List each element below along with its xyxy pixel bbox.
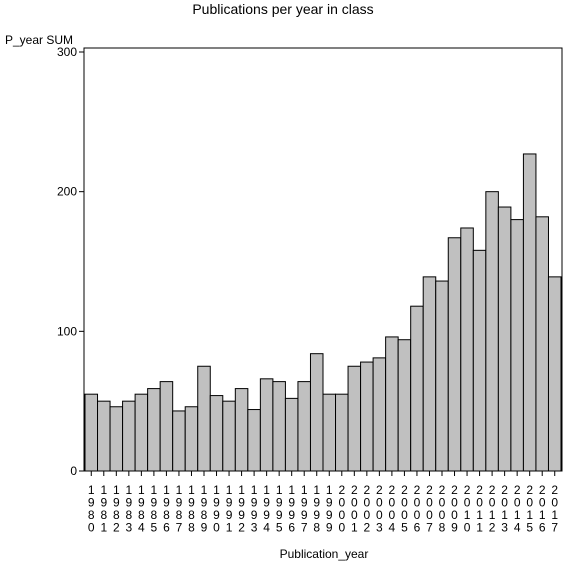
bar-2002 [360,361,374,472]
bar-2001 [347,365,362,472]
y-tick-label: 100 [57,324,77,338]
chart-title: Publications per year in class [192,1,373,17]
bar-1995 [272,381,286,472]
bar-1981 [97,400,111,472]
bar-2007 [422,276,437,472]
bar-1988 [184,406,199,472]
y-axis-label: P_year SUM [5,33,73,47]
bar-2006 [410,305,424,472]
y-tick-label: 200 [57,185,77,199]
bar-2004 [385,336,399,472]
bar-1984 [134,393,149,472]
bar-1994 [259,378,274,472]
x-axis: 1 9 8 0 1 9 8 1 1 9 8 2 1 9 8 3 1 9 8 4 1 9 8 5 1 9 8 6 1 9 8 7 1 9 8 8 1 9 8 9… [88,471,558,535]
bar-1987 [172,410,186,472]
bar-1983 [122,400,136,472]
bar-2016 [535,216,549,472]
bar-1989 [197,365,211,472]
bars-group [84,153,562,472]
bar-2000 [335,393,349,472]
bar-1991 [222,400,236,472]
x-axis-label: Publication_year [280,547,369,561]
bar-2003 [372,357,387,472]
bar-1999 [322,393,337,472]
bar-1992 [234,388,249,472]
bar-2008 [435,280,449,472]
bar-1980 [84,393,99,472]
y-tick-label: 300 [57,45,77,59]
bar-2010 [460,227,474,472]
bar-2009 [447,237,462,472]
bar-2011 [472,249,487,472]
y-tick-label: 0 [70,464,77,478]
bar-1998 [309,353,324,472]
bar-2005 [397,339,412,472]
bar-1993 [247,409,261,472]
y-axis: 0 100 200 300 [57,45,84,478]
bar-1990 [209,395,224,472]
bar-1996 [284,397,299,472]
bar-2013 [497,206,512,472]
bar-1997 [297,381,311,472]
bar-2014 [510,219,524,472]
bar-1985 [147,388,161,472]
bar-2017 [547,276,562,472]
bar-2012 [485,191,499,472]
bar-1982 [109,406,124,472]
bar-1986 [159,381,174,472]
bar-2015 [522,153,537,472]
